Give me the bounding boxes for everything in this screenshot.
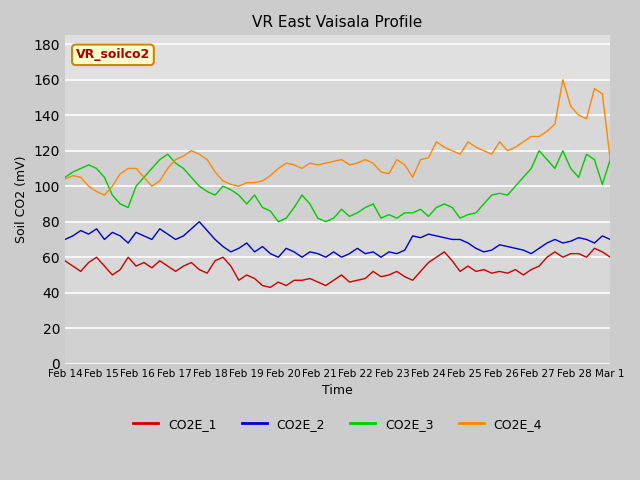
Bar	[65, 151, 611, 222]
CO2E_3	[607, 156, 614, 162]
CO2E_1	[227, 263, 235, 269]
CO2E_1	[132, 263, 140, 269]
CO2E_2	[543, 240, 551, 246]
Bar	[65, 222, 611, 293]
CO2E_4	[195, 151, 203, 157]
CO2E_2	[195, 219, 203, 225]
CO2E_4	[61, 176, 68, 182]
Line: CO2E_2: CO2E_2	[65, 222, 611, 257]
CO2E_3	[535, 148, 543, 154]
Line: CO2E_1: CO2E_1	[65, 248, 611, 288]
Title: VR East Vaisala Profile: VR East Vaisala Profile	[252, 15, 422, 30]
CO2E_3	[188, 174, 195, 180]
CO2E_2	[306, 249, 314, 255]
CO2E_1	[298, 277, 306, 283]
CO2E_2	[188, 226, 195, 232]
CO2E_2	[275, 254, 282, 260]
Y-axis label: Soil CO2 (mV): Soil CO2 (mV)	[15, 156, 28, 243]
CO2E_3	[275, 219, 282, 225]
CO2E_4	[607, 156, 614, 162]
CO2E_4	[559, 77, 566, 83]
CO2E_2	[132, 229, 140, 235]
Bar	[65, 293, 611, 364]
CO2E_3	[132, 183, 140, 189]
CO2E_1	[61, 258, 68, 264]
CO2E_4	[140, 174, 148, 180]
CO2E_1	[591, 245, 598, 251]
CO2E_3	[543, 156, 551, 162]
Line: CO2E_4: CO2E_4	[65, 80, 611, 195]
CO2E_3	[369, 201, 377, 207]
CO2E_2	[377, 254, 385, 260]
X-axis label: Time: Time	[322, 384, 353, 397]
CO2E_4	[235, 183, 243, 189]
CO2E_3	[298, 192, 306, 198]
CO2E_4	[100, 192, 108, 198]
CO2E_1	[369, 268, 377, 274]
CO2E_1	[267, 285, 275, 290]
Line: CO2E_3: CO2E_3	[65, 151, 611, 222]
CO2E_2	[607, 237, 614, 242]
CO2E_3	[61, 174, 68, 180]
CO2E_4	[535, 133, 543, 139]
CO2E_2	[235, 245, 243, 251]
CO2E_4	[369, 160, 377, 166]
Bar	[65, 80, 611, 151]
Legend: CO2E_1, CO2E_2, CO2E_3, CO2E_4: CO2E_1, CO2E_2, CO2E_3, CO2E_4	[128, 413, 547, 436]
CO2E_2	[61, 237, 68, 242]
CO2E_1	[188, 260, 195, 265]
Text: VR_soilco2: VR_soilco2	[76, 48, 150, 61]
CO2E_3	[227, 187, 235, 192]
CO2E_4	[298, 166, 306, 171]
CO2E_1	[535, 263, 543, 269]
CO2E_1	[607, 254, 614, 260]
